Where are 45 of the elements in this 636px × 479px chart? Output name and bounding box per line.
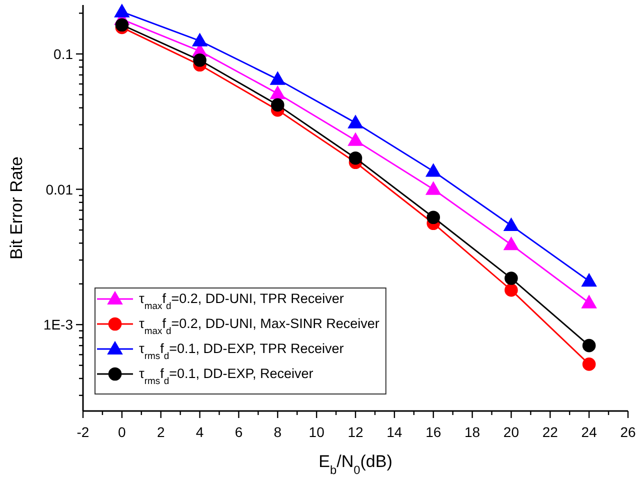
point [114, 4, 130, 18]
x-tick-label: 18 [464, 424, 480, 440]
point [270, 86, 286, 100]
y-axis-title: Bit Error Rate [7, 156, 26, 260]
y-tick-label: 0.1 [54, 46, 74, 62]
point [504, 283, 518, 297]
legend-label: τ$_{max}$f$_{d}$=0.2, DD-UNI, Max-SINR Receiver [139, 316, 380, 336]
point [426, 210, 440, 224]
y-tick-label: 1E-3 [43, 316, 74, 333]
point [582, 338, 596, 352]
point [426, 164, 441, 177]
point [193, 54, 206, 67]
y-tick-label: 0.01 [46, 181, 74, 198]
point [504, 218, 519, 232]
x-tick-label: 26 [620, 424, 636, 440]
x-tick-label: 20 [503, 424, 520, 440]
point [270, 72, 286, 85]
point [348, 151, 362, 165]
point [504, 237, 519, 250]
x-tick-label: 2 [156, 424, 165, 440]
point [348, 132, 363, 146]
point [426, 182, 441, 195]
x-tick-label: -2 [76, 424, 90, 440]
legend-label: τ$_{rms}$f$_{d}$=0.1, DD-EXP, TPR Receiver [139, 341, 344, 362]
x-tick-label: 16 [426, 424, 442, 440]
point [582, 295, 596, 308]
point [504, 272, 518, 285]
x-tick-label: 6 [234, 424, 243, 440]
point [115, 18, 129, 32]
x-tick-label: 8 [274, 424, 282, 440]
point [270, 98, 284, 112]
x-axis-title: E$_{b}$/N$_{0}$(dB) [318, 452, 392, 477]
point [192, 33, 208, 46]
point [348, 115, 363, 128]
point [582, 274, 596, 287]
x-tick-label: 12 [348, 424, 364, 440]
legend-label: τ$_{rms}$f$_{d}$=0.1, DD-EXP, Receiver [139, 366, 314, 386]
x-tick-label: 22 [542, 424, 558, 440]
point [582, 358, 596, 371]
x-tick-label: 24 [581, 424, 598, 440]
legend-label: τ$_{max}$f$_{d}$=0.2, DD-UNI, TPR Receiver [139, 291, 344, 312]
x-tick-label: 14 [386, 424, 402, 440]
x-tick-label: 10 [308, 424, 325, 440]
x-tick-label: 4 [196, 424, 204, 440]
x-tick-label: 0 [118, 424, 126, 440]
